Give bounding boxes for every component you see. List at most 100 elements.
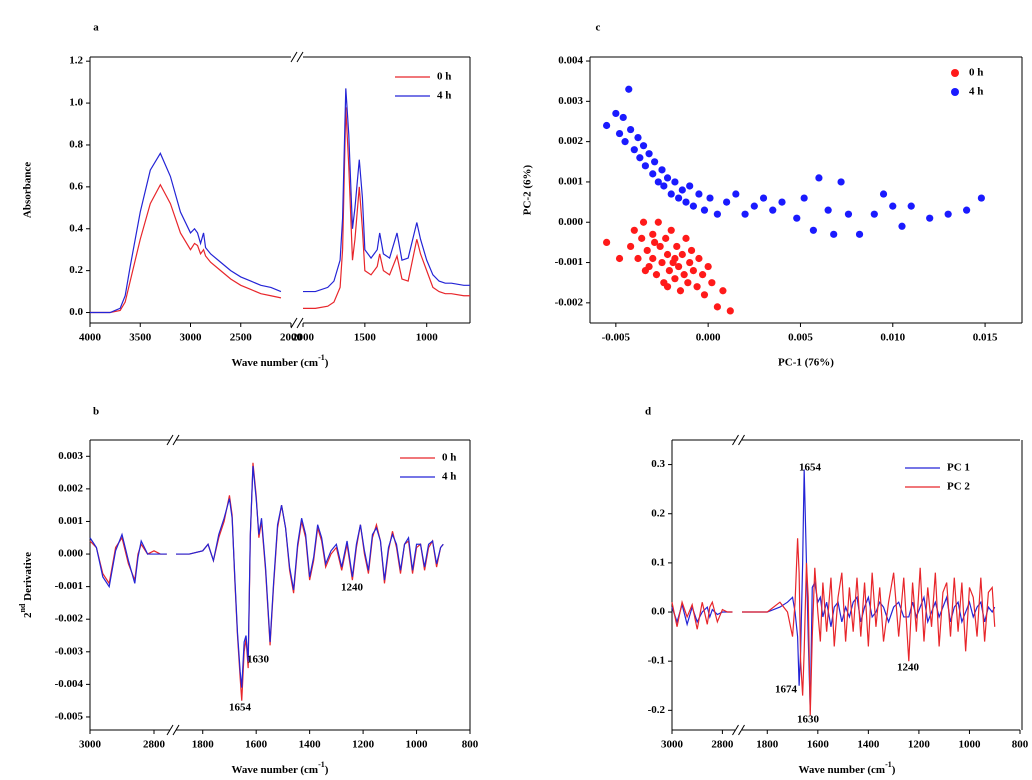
y-tick-label: -0.002 — [555, 296, 584, 308]
x-tick-label: -0.005 — [602, 332, 631, 344]
scatter-point — [889, 202, 897, 210]
x-tick-label: 800 — [1012, 739, 1029, 751]
annotation: 1240 — [897, 662, 920, 674]
scatter-point — [815, 174, 823, 182]
x-axis-label-part: Wave number (cm — [232, 357, 319, 369]
scatter-point — [603, 121, 611, 130]
x-tick-label: 1000 — [958, 739, 981, 751]
y-axis-label-part: Derivative — [22, 552, 34, 604]
axis-break — [172, 724, 180, 736]
x-tick-label: 1200 — [352, 739, 375, 751]
annotation: 1240 — [341, 582, 364, 594]
x-tick-label: 1500 — [354, 332, 377, 344]
scatter-point — [615, 254, 624, 263]
scatter-point — [695, 190, 703, 198]
scatter-point — [689, 202, 697, 210]
legend-label: 0 h — [969, 67, 983, 79]
y-tick-label: 0.000 — [58, 548, 83, 560]
x-tick-label: 1400 — [857, 739, 880, 751]
scatter-point — [926, 214, 934, 222]
legend-label: PC 1 — [947, 462, 970, 474]
x-tick-label: 2800 — [143, 739, 166, 751]
scatter-point — [678, 186, 686, 194]
scatter-point — [713, 210, 721, 218]
scatter-point — [944, 210, 952, 218]
legend-label: 4 h — [442, 471, 456, 483]
scatter-point — [750, 202, 758, 210]
scatter-point — [704, 262, 712, 271]
scatter-point — [641, 267, 649, 275]
axis-break — [166, 434, 174, 446]
scatter-point — [719, 287, 727, 295]
scatter-point — [713, 303, 721, 311]
scatter-point — [639, 218, 648, 226]
y-tick-label: -0.001 — [55, 580, 83, 592]
y-tick-label: 0.001 — [558, 175, 583, 187]
scatter-point — [708, 279, 716, 287]
legend-label: 4 h — [437, 90, 451, 102]
y-tick-label: -0.2 — [648, 704, 666, 716]
scatter-point — [663, 283, 672, 291]
panel-letter: a — [93, 22, 99, 34]
scatter-point — [699, 271, 707, 279]
y-tick-label: 0.3 — [651, 458, 665, 470]
y-tick-label: 0.002 — [558, 135, 583, 147]
x-tick-label: 1600 — [245, 739, 268, 751]
scatter-point — [649, 254, 657, 263]
x-tick-label: 2500 — [230, 332, 253, 344]
y-tick-label: 0.000 — [558, 216, 583, 228]
scatter-point — [673, 242, 681, 251]
axis-break — [732, 434, 739, 446]
scatter-point — [634, 134, 642, 142]
scatter-point — [678, 250, 686, 259]
scatter-point — [844, 210, 853, 218]
x-tick-label: 1000 — [406, 739, 429, 751]
y-tick-label: -0.001 — [555, 256, 583, 268]
scatter-point — [649, 170, 657, 178]
legend-label: 4 h — [969, 86, 983, 98]
scatter-point — [723, 198, 731, 206]
x-axis-label: Wave number (cm-1) — [799, 760, 896, 775]
line-series — [303, 88, 470, 293]
scatter-point — [658, 258, 666, 267]
line-series — [90, 152, 282, 314]
x-tick-label: 1600 — [807, 739, 830, 751]
legend-label: 0 h — [442, 452, 456, 464]
x-tick-label: 3000 — [180, 332, 203, 344]
scatter-point — [621, 138, 629, 146]
scatter-point — [684, 279, 692, 287]
scatter-point — [689, 267, 697, 275]
scatter-point — [603, 238, 611, 246]
y-tick-label: 0.2 — [651, 507, 665, 519]
y-tick-label: -0.002 — [55, 613, 84, 625]
scatter-point — [625, 85, 633, 93]
axis-break — [738, 724, 745, 736]
scatter-point — [660, 182, 668, 190]
scatter-point — [830, 230, 838, 238]
scatter-point — [665, 267, 673, 275]
x-tick-label: 0.005 — [788, 332, 813, 344]
legend-label: PC 2 — [947, 481, 970, 493]
y-tick-label: 0.8 — [69, 138, 83, 150]
line-series — [303, 107, 470, 309]
scatter-point — [793, 214, 801, 222]
scatter-point — [675, 194, 683, 202]
scatter-point — [627, 125, 635, 134]
line-series — [89, 532, 167, 589]
y-axis-label: PC-2 (6%) — [522, 164, 534, 215]
scatter-point — [824, 206, 832, 214]
scatter-point — [732, 190, 740, 198]
x-axis-label-part: -1 — [318, 760, 325, 769]
x-tick-label: 0.000 — [696, 332, 721, 344]
scatter-point — [649, 230, 657, 238]
scatter-point — [654, 178, 662, 186]
scatter-point — [667, 226, 675, 234]
scatter-point — [700, 291, 709, 299]
scatter-point — [671, 178, 679, 186]
legend-swatch — [951, 69, 959, 77]
scatter-point — [680, 271, 688, 279]
scatter-point — [963, 206, 971, 214]
scatter-point — [662, 234, 670, 242]
scatter-point — [682, 234, 690, 242]
x-axis-label-part: ) — [325, 357, 329, 369]
